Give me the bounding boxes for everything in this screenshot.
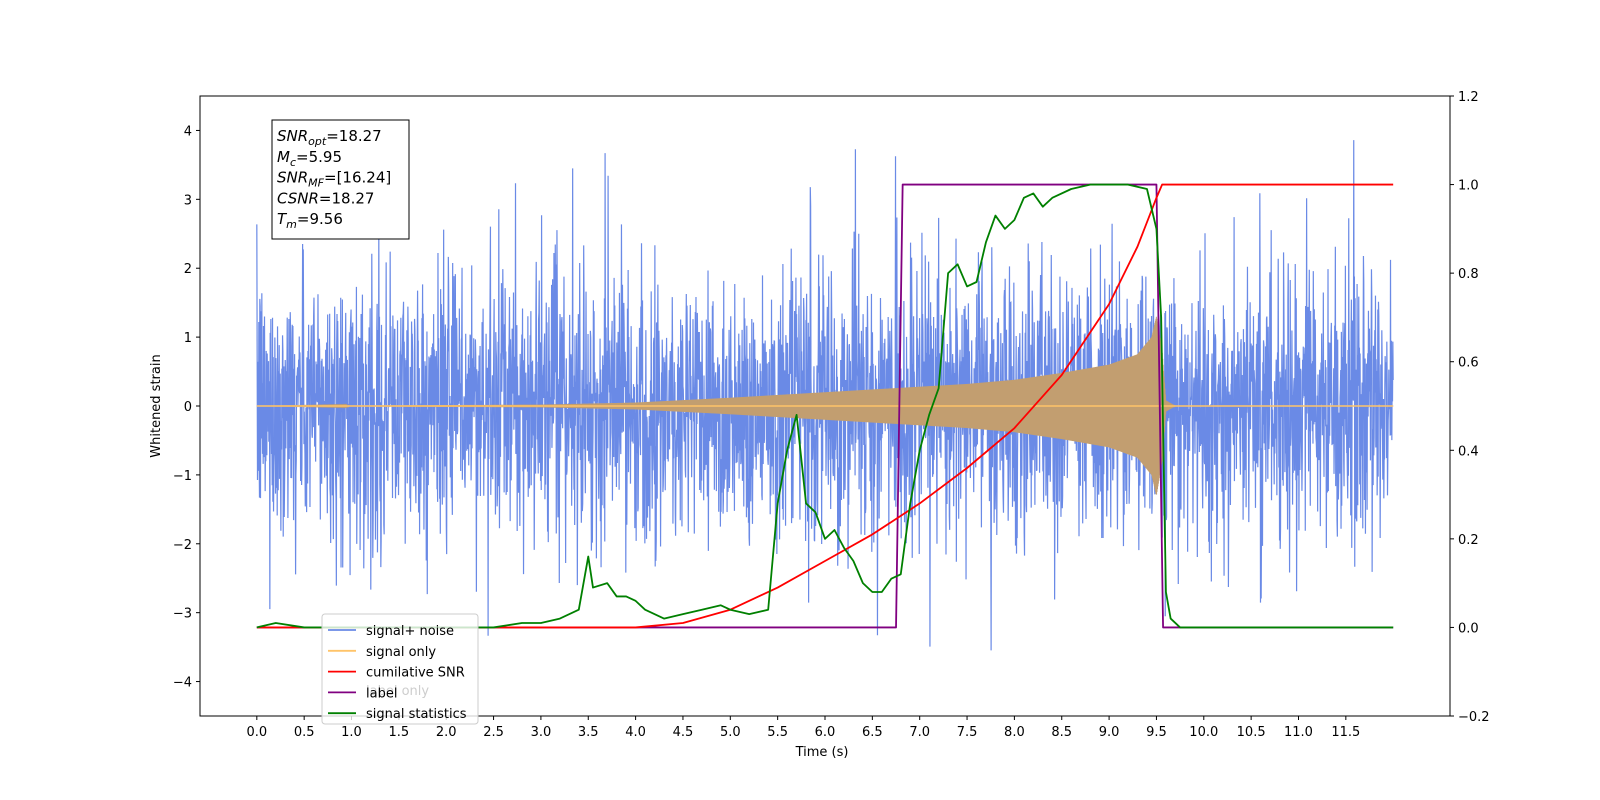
series-signal-noise: [256, 140, 1394, 651]
y2-tick-label: 1.0: [1458, 179, 1479, 194]
legend-entries: signal+ noise signal only cumilative SNR la…: [328, 624, 467, 722]
info-lines: SNRopt=18.27Mc=5.95SNRMF=[16.24]CSNR=18.…: [277, 127, 391, 231]
x-tick-label: 6.5: [862, 725, 883, 740]
info-subscript: opt: [308, 135, 327, 148]
legend-frame: [321, 613, 479, 725]
x-tick-label: 10.0: [1189, 725, 1218, 740]
x-tick-label: 0.5: [294, 725, 315, 740]
info-subscript: m: [286, 218, 297, 231]
y2-tick-label: 0.8: [1458, 267, 1479, 282]
y-tick-label: −4: [173, 676, 192, 691]
info-subscript: c: [290, 156, 296, 169]
x-tick-label: 4.0: [625, 725, 646, 740]
x-tick-label: 8.5: [1051, 725, 1072, 740]
info-box: SNRopt=18.27Mc=5.95SNRMF=[16.24]CSNR=18.…: [271, 119, 410, 240]
y-axis-label: Whitened strain: [149, 354, 164, 457]
info-symbol: SNR: [277, 127, 308, 145]
x-tick-label: 11.5: [1331, 725, 1360, 740]
y-tick-label: 0: [184, 400, 192, 415]
x-tick-label: 1.5: [389, 725, 410, 740]
y2-tick-label: 0.4: [1458, 444, 1479, 459]
x-tick-label: 4.5: [673, 725, 694, 740]
x-tick-label: 6.0: [815, 725, 836, 740]
info-line: CSNR=18.27: [277, 189, 374, 207]
info-line: SNRMF=[16.24]: [277, 169, 391, 190]
info-line: SNRopt=18.27: [277, 127, 382, 148]
y2-tick-label: 1.2: [1458, 90, 1479, 105]
y-tick-label: −3: [173, 607, 192, 622]
legend-label: signal+ noise: [366, 624, 454, 639]
info-value: =[16.24]: [324, 169, 391, 187]
y2-tick-label: 0.0: [1458, 621, 1479, 636]
x-tick-label: 10.5: [1237, 725, 1266, 740]
x-axis-label: Time (s): [795, 745, 849, 760]
y-tick-label: −2: [173, 538, 192, 553]
x-tick-label: 5.0: [720, 725, 741, 740]
info-line: Tm=9.56: [277, 210, 343, 231]
x-tick-label: 11.0: [1284, 725, 1313, 740]
series-signal-statistics: [256, 183, 1394, 629]
x-tick-label: 5.5: [767, 725, 788, 740]
info-symbol: T: [277, 210, 288, 228]
y-tick-label: 1: [184, 331, 192, 346]
x-tick-label: 0.0: [246, 725, 267, 740]
legend-label: signal statistics: [366, 707, 467, 722]
x-tick-label: 1.0: [341, 725, 362, 740]
plot-layer: [256, 140, 1394, 651]
info-symbol: SNR: [277, 169, 308, 187]
info-symbol: M: [277, 148, 290, 166]
info-subscript: MF: [308, 177, 324, 190]
legend: label only signal+ noise signal only cumil…: [321, 613, 479, 725]
info-value: =18.27: [326, 127, 382, 145]
info-value: =5.95: [296, 148, 342, 166]
x-tick-label: 7.5: [957, 725, 978, 740]
x-tick-label: 7.0: [909, 725, 930, 740]
legend-label: label: [366, 686, 397, 701]
info-value: =18.27: [319, 189, 375, 207]
x-tick-label: 3.0: [531, 725, 552, 740]
legend-label: signal only: [366, 645, 436, 660]
y-tick-label: 4: [184, 124, 192, 139]
legend-label: cumilative SNR: [366, 666, 465, 681]
y2-tick-label: −0.2: [1458, 710, 1490, 725]
x-tick-label: 2.0: [436, 725, 457, 740]
info-value: =9.56: [297, 210, 343, 228]
y-tick-label: 2: [184, 262, 192, 277]
info-symbol: CSNR: [277, 189, 319, 207]
info-line: Mc=5.95: [277, 148, 342, 169]
x-tick-label: 3.5: [578, 725, 599, 740]
series-cumulative-snr: [256, 183, 1394, 629]
y2-tick-label: 0.2: [1458, 533, 1479, 548]
info-box-frame: [271, 119, 410, 240]
y-tick-label: 3: [184, 193, 192, 208]
axes-layer: 0.0 0.5 1.0 1.5 2.0 2.5 3.0 3.5 4.0 4.5 5.0 5.5 6.0 6…: [173, 90, 1490, 740]
x-tick-label: 8.0: [1004, 725, 1025, 740]
y2-tick-label: 0.6: [1458, 356, 1479, 371]
legend-hidden-entry: label only: [366, 684, 429, 699]
x-tick-label: 9.5: [1146, 725, 1167, 740]
x-tick-label: 2.5: [483, 725, 504, 740]
y-tick-label: −1: [173, 469, 192, 484]
x-tick-label: 9.0: [1099, 725, 1120, 740]
